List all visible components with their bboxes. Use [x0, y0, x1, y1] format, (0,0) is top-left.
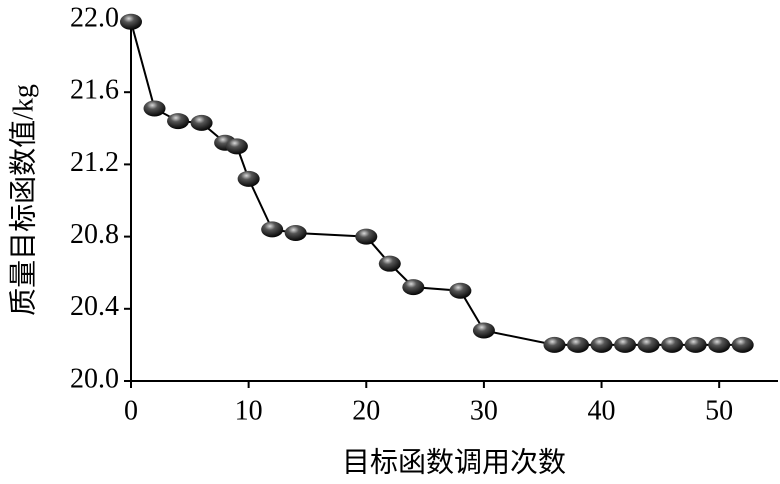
- point: [120, 13, 142, 30]
- point: [708, 336, 731, 353]
- point: [225, 138, 248, 155]
- point: [731, 336, 754, 353]
- point: [355, 228, 378, 245]
- x-tick-label: 20: [352, 395, 380, 426]
- series-line: [130, 21, 743, 346]
- point: [237, 170, 260, 187]
- y-tick-label: 21.6: [70, 75, 119, 106]
- y-tick-label: 20.4: [70, 291, 119, 322]
- y-tick-label: 22.0: [70, 2, 119, 33]
- point: [590, 336, 613, 353]
- point: [543, 336, 566, 353]
- y-tick-label: 21.2: [70, 147, 119, 178]
- x-tick-label: 50: [705, 395, 733, 426]
- point: [167, 113, 190, 130]
- x-tick-label: 0: [124, 395, 138, 426]
- point: [661, 336, 684, 353]
- point: [261, 221, 284, 238]
- x-tick-label: 30: [470, 395, 498, 426]
- point: [684, 336, 707, 353]
- y-tick-label: 20.8: [70, 219, 119, 250]
- point: [402, 279, 425, 296]
- x-tick-label: 10: [235, 395, 263, 426]
- point: [449, 282, 472, 299]
- x-tick-label: 40: [588, 395, 616, 426]
- y-axis-title: 质量目标函数值/kg: [7, 84, 39, 316]
- point: [567, 336, 590, 353]
- point: [190, 114, 213, 131]
- point: [143, 100, 166, 117]
- point: [284, 224, 307, 241]
- point: [378, 255, 401, 272]
- x-axis-title: 目标函数调用次数: [342, 446, 566, 478]
- point: [472, 322, 495, 339]
- y-tick-label: 20.0: [70, 363, 119, 394]
- point: [637, 336, 660, 353]
- point: [614, 336, 637, 353]
